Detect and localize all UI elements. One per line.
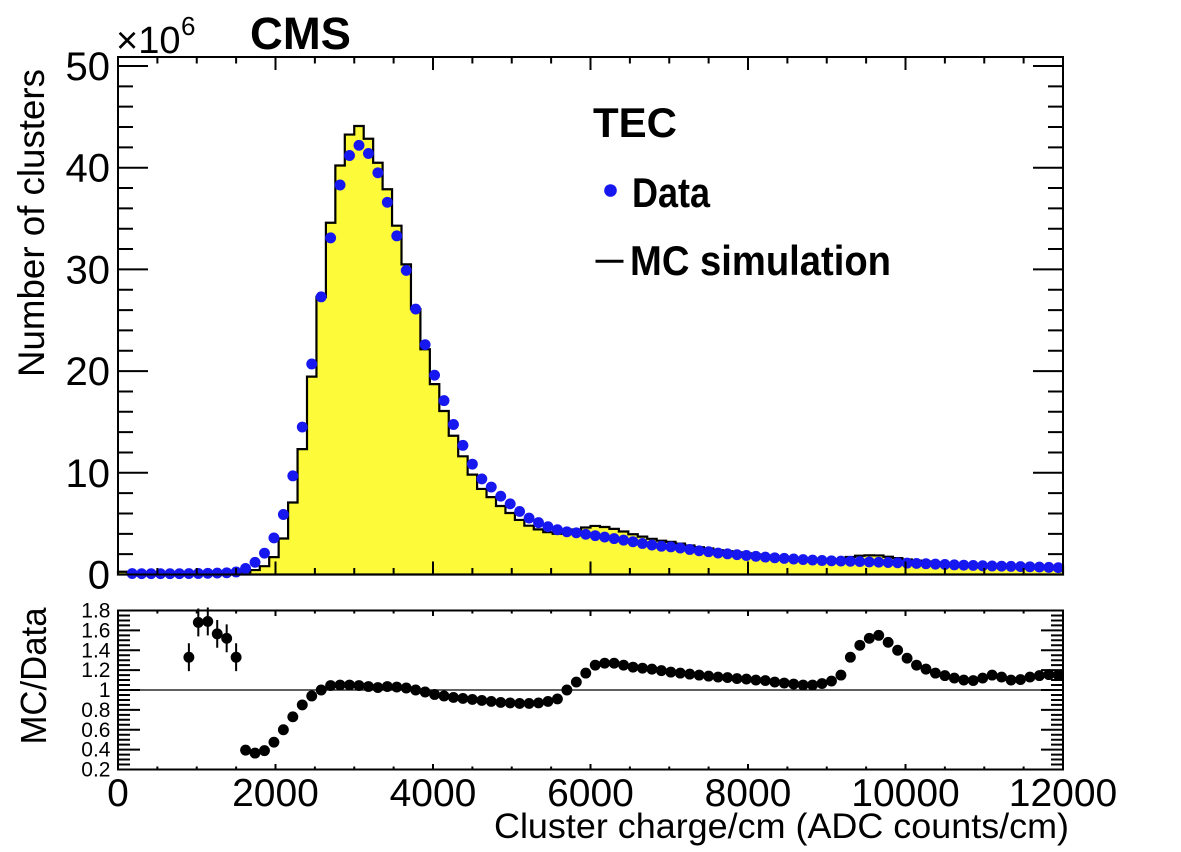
svg-text:1.4: 1.4 <box>81 639 111 662</box>
svg-text:6: 6 <box>181 11 195 41</box>
svg-text:1.6: 1.6 <box>81 619 110 642</box>
svg-text:1.8: 1.8 <box>81 600 110 623</box>
svg-text:20: 20 <box>66 350 111 394</box>
svg-text:×10: ×10 <box>116 20 180 62</box>
svg-text:1.2: 1.2 <box>81 659 110 682</box>
svg-text:8000: 8000 <box>705 772 792 815</box>
svg-text:MC simulation: MC simulation <box>630 237 891 284</box>
svg-text:30: 30 <box>66 248 111 292</box>
svg-text:2000: 2000 <box>232 772 319 815</box>
svg-text:10: 10 <box>66 452 111 496</box>
svg-text:12000: 12000 <box>1009 772 1117 815</box>
svg-text:Cluster charge/cm (ADC counts/: Cluster charge/cm (ADC counts/cm) <box>494 807 1069 846</box>
svg-text:40: 40 <box>66 147 111 191</box>
svg-text:0.2: 0.2 <box>81 759 110 782</box>
svg-text:MC/Data: MC/Data <box>13 607 54 745</box>
svg-text:6000: 6000 <box>547 772 634 815</box>
svg-text:0: 0 <box>107 772 129 815</box>
svg-text:0.4: 0.4 <box>81 739 111 762</box>
svg-text:4000: 4000 <box>390 772 477 815</box>
svg-text:0.8: 0.8 <box>81 699 110 722</box>
svg-text:TEC: TEC <box>593 99 677 146</box>
svg-text:0: 0 <box>88 554 110 598</box>
svg-text:1: 1 <box>99 679 111 702</box>
svg-text:50: 50 <box>66 45 111 89</box>
svg-text:CMS: CMS <box>250 8 351 59</box>
svg-text:0.6: 0.6 <box>81 719 110 742</box>
svg-text:10000: 10000 <box>851 772 959 815</box>
svg-text:Data: Data <box>632 169 711 216</box>
svg-text:Number of clusters: Number of clusters <box>11 69 52 377</box>
